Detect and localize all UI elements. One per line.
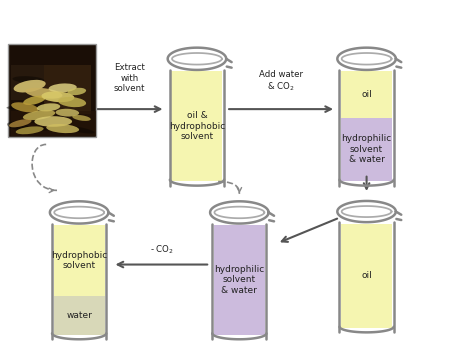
Bar [54, 225, 105, 297]
Ellipse shape [27, 127, 50, 131]
Ellipse shape [67, 88, 86, 95]
Ellipse shape [55, 109, 79, 116]
Ellipse shape [46, 124, 79, 133]
Text: oil: oil [361, 90, 372, 99]
Bar [341, 224, 392, 328]
Text: oil: oil [361, 271, 372, 280]
Bar [9, 44, 96, 137]
Bar [11, 111, 96, 136]
Ellipse shape [7, 105, 36, 110]
Ellipse shape [9, 119, 31, 127]
Ellipse shape [23, 110, 55, 120]
Ellipse shape [7, 122, 29, 130]
Bar [44, 65, 91, 114]
Bar [341, 117, 392, 181]
Ellipse shape [42, 91, 74, 102]
Text: hydrophobic
solvent: hydrophobic solvent [51, 251, 107, 271]
Ellipse shape [35, 116, 72, 127]
Ellipse shape [58, 97, 86, 107]
Bar [172, 72, 222, 181]
Ellipse shape [12, 76, 45, 83]
Bar [54, 297, 105, 335]
Text: oil &
hydrophobic
solvent: oil & hydrophobic solvent [169, 111, 225, 141]
Bar [214, 225, 265, 335]
Ellipse shape [37, 103, 60, 111]
Bar [341, 72, 392, 117]
Ellipse shape [11, 102, 39, 112]
Ellipse shape [23, 95, 46, 105]
Text: water: water [66, 311, 92, 320]
Ellipse shape [16, 126, 44, 134]
Ellipse shape [14, 80, 46, 93]
Bar [11, 65, 44, 100]
Ellipse shape [72, 115, 91, 121]
Ellipse shape [65, 126, 95, 134]
Text: Add water
& CO$_2$: Add water & CO$_2$ [259, 70, 303, 93]
Text: hydrophilic
solvent
& water: hydrophilic solvent & water [341, 135, 392, 164]
Text: - CO$_2$: - CO$_2$ [150, 244, 173, 256]
Text: Extract
with
solvent: Extract with solvent [114, 63, 146, 93]
Ellipse shape [22, 119, 48, 123]
Ellipse shape [25, 88, 63, 99]
Text: hydrophilic
solvent
& water: hydrophilic solvent & water [214, 265, 264, 295]
Ellipse shape [48, 83, 77, 93]
